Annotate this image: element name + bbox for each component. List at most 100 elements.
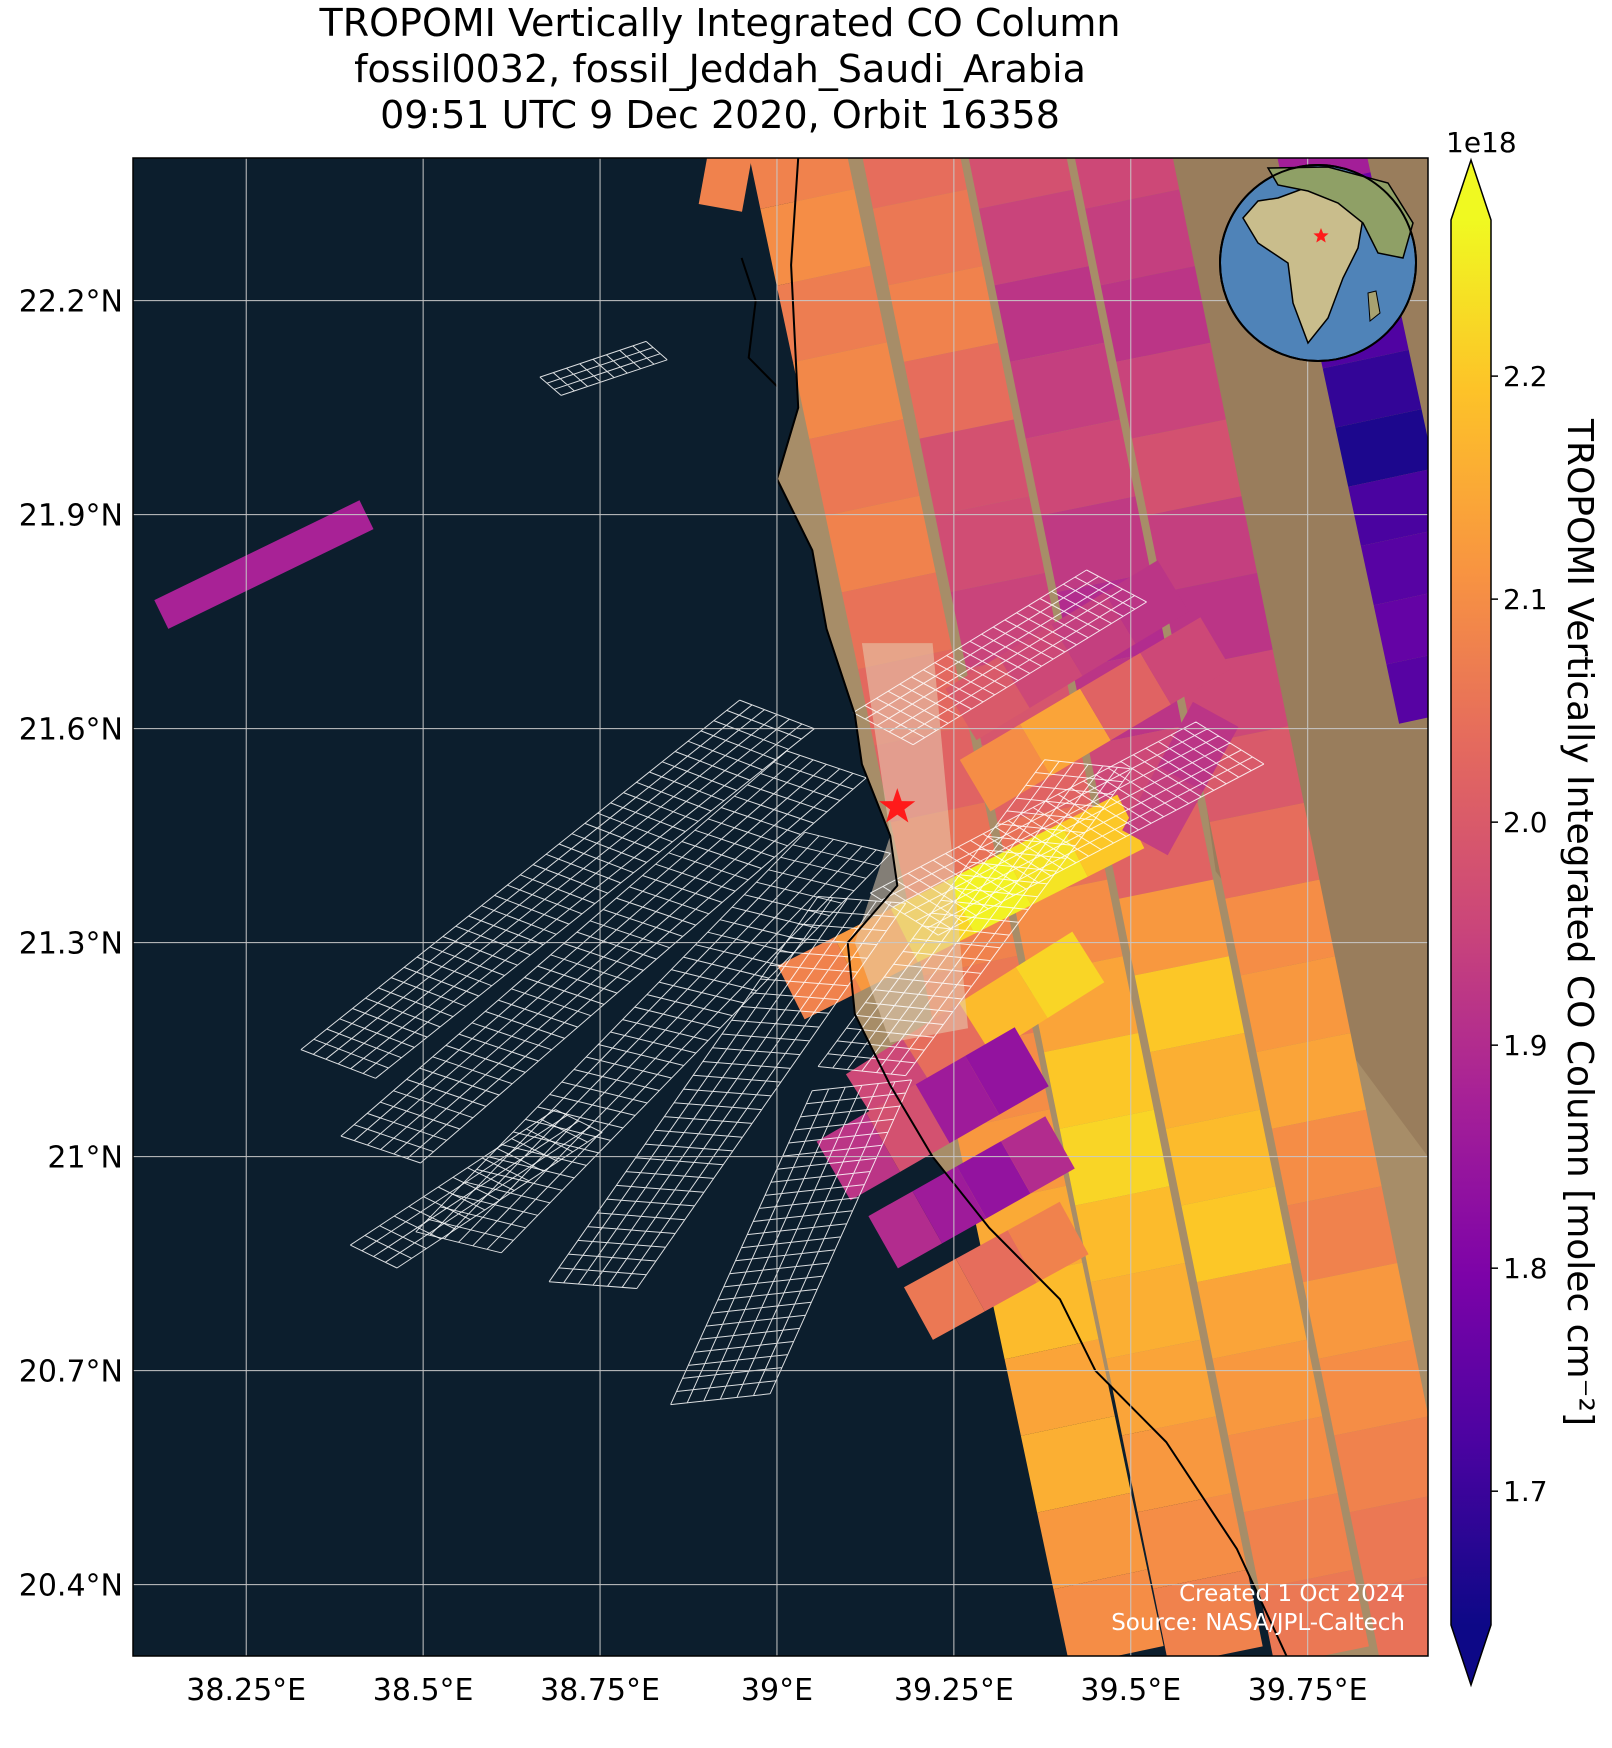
swath-d-pixel (1318, 1339, 1428, 1436)
footprint-grid-3-lines (415, 831, 891, 1254)
lon-tick-label: 38.5°E (373, 1673, 474, 1708)
footprint-grid-1 (300, 699, 815, 1079)
lat-tick-label: 20.4°N (19, 1569, 123, 1604)
lon-tick-label: 39.25°E (894, 1673, 1014, 1708)
reef-outline (740, 257, 778, 388)
swath-east-pixel (1386, 655, 1428, 724)
swath-c-pixel (1259, 1569, 1369, 1656)
swath-c-pixel (994, 266, 1105, 362)
swath-c-pixel (1010, 342, 1120, 439)
footprint-grid-3 (415, 831, 891, 1254)
footprint-grid-5-lines (670, 1079, 913, 1406)
footprint-grid-1-lines (300, 699, 815, 1079)
footprint-grid-7-lines (870, 721, 1265, 936)
swath-a-pixel (793, 342, 904, 439)
cross-band-6-pixel (959, 724, 1051, 812)
map-frame (132, 157, 1429, 1657)
colorbar-outline (1450, 157, 1492, 1688)
swath-a-pixel (825, 495, 936, 593)
swath-a-pixel (1004, 1339, 1115, 1436)
swath-a-pixel (1020, 1416, 1131, 1513)
swath-b-pixel (904, 342, 1014, 439)
swath-a-pixel (1037, 1492, 1148, 1590)
colorbar-exponent: 1e18 (1446, 126, 1517, 159)
colorbar-tick-label: 1.9 (1503, 1029, 1548, 1062)
cross-band-5-pixel (955, 1230, 1037, 1312)
cross-band-6-pixel (1140, 617, 1231, 705)
swath-d-pixel (1272, 1109, 1382, 1206)
swath-b-pixel (1013, 879, 1123, 976)
cross-band-7-pixel (1104, 560, 1189, 644)
globe-madagascar (1367, 290, 1381, 322)
swath-b-pixel (1106, 1339, 1216, 1436)
swath-b-pixel (888, 266, 999, 362)
swath-d-pixel (1287, 1186, 1398, 1283)
swath-c-pixel (1025, 419, 1136, 516)
footprint-grid-6 (817, 759, 1133, 1077)
lat-tick-label: 21.3°N (19, 927, 123, 962)
swath-c-pixel (1041, 496, 1151, 592)
swath-c-pixel (1150, 1033, 1260, 1129)
swath-c-pixel (1228, 1416, 1338, 1513)
swath-a-pixel (776, 265, 887, 363)
footprint-grid-4-lines (548, 896, 907, 1289)
source-note: Source: NASA/JPL-Caltech (1111, 1610, 1405, 1636)
swath-d-pixel (1100, 266, 1211, 362)
swath-a-pixel (1053, 1569, 1164, 1656)
swath-a-pixel (809, 419, 920, 516)
globe-target-star-icon (1313, 228, 1329, 243)
footprint-grid-6-lines (817, 759, 1133, 1077)
colorbar-tick-label: 1.8 (1503, 1252, 1548, 1285)
map-area (133, 158, 1428, 1656)
swath-east-pixel (1322, 349, 1422, 428)
swath-b-pixel (1090, 1263, 1201, 1359)
swath-b-pixel (935, 496, 1045, 592)
cross-band-5-pixel (1007, 1201, 1089, 1283)
cross-band-4-pixel (912, 1166, 987, 1244)
footprint-grid-2 (340, 750, 867, 1164)
swath-d-pixel (1116, 342, 1226, 439)
swath-b-pixel (1044, 1033, 1154, 1129)
swath-b-pixel (872, 189, 983, 286)
cross-band-3-pixel (915, 1055, 1000, 1144)
cross-band-8-pixel (1122, 766, 1204, 856)
globe-outline (1219, 164, 1417, 362)
swath-b-pixel (1075, 1186, 1185, 1283)
swath-a-pixel (760, 189, 871, 286)
lat-tick-label: 21°N (47, 1141, 123, 1176)
swath-d-pixel (1131, 419, 1242, 516)
lon-tick-label: 39.75°E (1248, 1673, 1368, 1708)
cross-band-5-pixel (904, 1258, 985, 1340)
swath-d-pixel (1074, 158, 1180, 209)
colorbar-extend-max (1451, 160, 1491, 220)
swath-c-pixel (1243, 1493, 1354, 1589)
footprint-grid-5 (670, 1079, 913, 1406)
lon-tick-label: 39.5°E (1080, 1673, 1181, 1708)
swath-d-pixel (1085, 189, 1195, 286)
cross-band-3-pixel (965, 1027, 1049, 1115)
swath-d-pixel (1256, 1033, 1367, 1129)
swath-c-pixel (979, 189, 1089, 286)
colorbar-label: TROPOMI Vertically Integrated CO Column … (1559, 418, 1600, 1426)
cross-band-2-pixel (1015, 931, 1105, 1018)
footprint-grid-10-lines (350, 1109, 603, 1269)
cross-band-7-pixel (945, 656, 1030, 741)
lon-tick-label: 39°E (741, 1673, 813, 1708)
cross-band-4-pixel (868, 1191, 943, 1269)
footprint-grid-2-lines (340, 750, 867, 1164)
swath-b-pixel (1059, 1109, 1170, 1206)
swath-d-pixel (1147, 496, 1258, 592)
lat-tick-label: 21.6°N (19, 713, 123, 748)
swath-b-pixel (919, 419, 1030, 516)
footprint-grid-7 (870, 721, 1265, 936)
colorbar-body (1451, 220, 1491, 1625)
colorbar: 1.7 1.8 1.9 2.0 2.1 2.2 1e18 TROPOMI Vertically… (1446, 126, 1600, 1688)
inset-globe (1219, 164, 1417, 362)
footprint-grid-4 (548, 896, 907, 1289)
swath-d-pixel (1209, 802, 1320, 899)
swath-east-pixel (1360, 531, 1428, 606)
cross-band-4-pixel (956, 1141, 1031, 1219)
swath-c-pixel (1212, 1339, 1323, 1436)
cross-band-6-pixel (1020, 688, 1111, 776)
coastline (775, 158, 1288, 1656)
